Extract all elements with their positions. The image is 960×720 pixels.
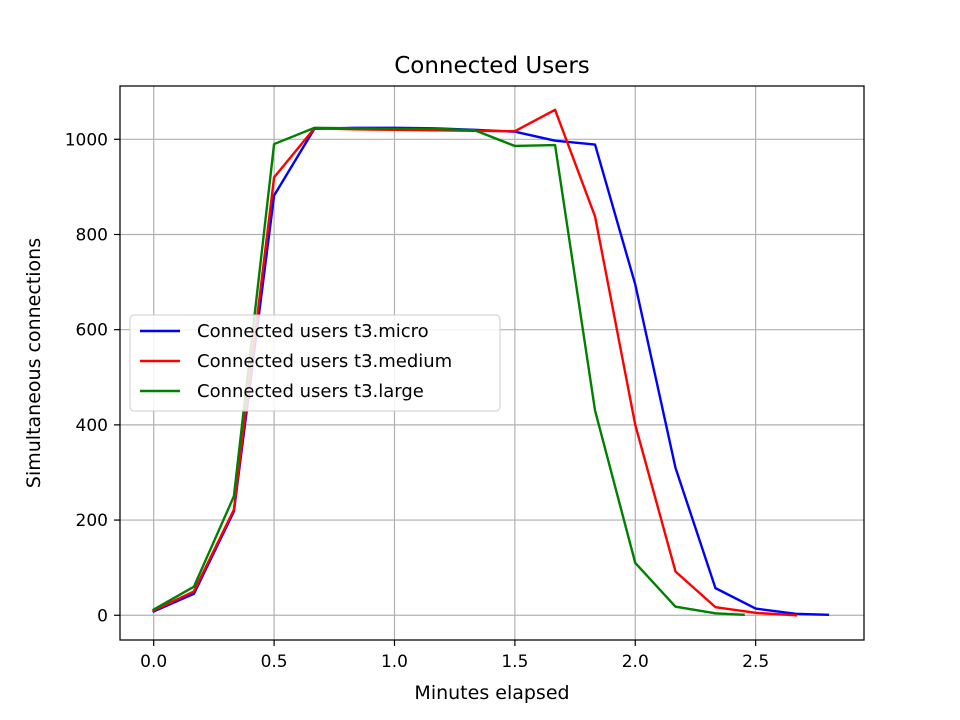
y-tick-label: 800 bbox=[76, 225, 108, 245]
y-tick-label: 0 bbox=[97, 606, 108, 626]
plot-frame bbox=[119, 85, 865, 641]
legend-label: Connected users t3.large bbox=[197, 381, 424, 402]
y-axis-label: Simultaneous connections bbox=[23, 238, 45, 488]
x-tick-label: 1.0 bbox=[381, 652, 408, 672]
y-tick-label: 400 bbox=[76, 416, 108, 436]
y-tick-label: 1000 bbox=[65, 130, 108, 150]
legend-box bbox=[129, 314, 501, 412]
x-tick-label: 2.0 bbox=[622, 652, 649, 672]
x-tick-label: 2.5 bbox=[742, 652, 769, 672]
x-tick-label: 1.5 bbox=[501, 652, 528, 672]
legend: Connected users t3.micro Connected users … bbox=[129, 314, 501, 412]
chart-title: Connected Users bbox=[394, 53, 590, 79]
y-tick-label: 200 bbox=[76, 511, 108, 531]
x-axis-label: Minutes elapsed bbox=[414, 682, 569, 704]
x-tick-label: 0.5 bbox=[261, 652, 288, 672]
legend-label: Connected users t3.medium bbox=[197, 351, 452, 372]
x-axis-ticks: 0.0 0.5 1.0 1.5 2.0 2.5 bbox=[140, 640, 769, 672]
legend-label: Connected users t3.micro bbox=[197, 321, 429, 342]
x-tick-label: 0.0 bbox=[140, 652, 167, 672]
y-axis-ticks: 0 200 400 600 800 1000 bbox=[65, 130, 120, 626]
y-tick-label: 600 bbox=[76, 321, 108, 341]
